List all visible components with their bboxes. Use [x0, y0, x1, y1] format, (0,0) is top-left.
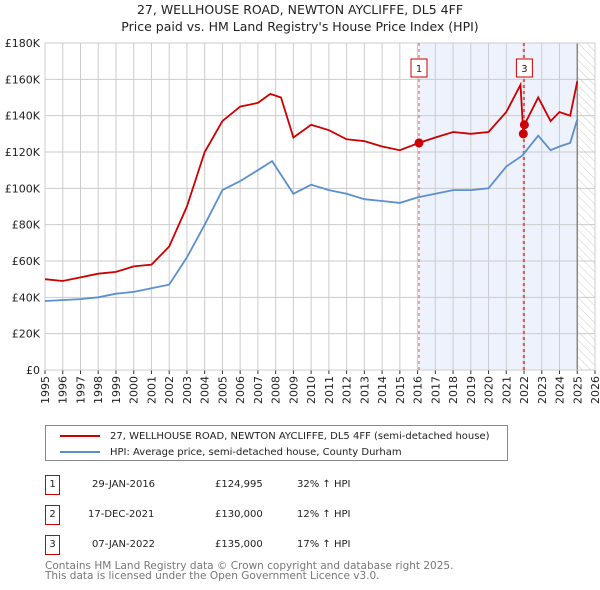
y-tick-label: £0 [26, 364, 40, 377]
sale-price: £135,000 [215, 539, 263, 550]
y-tick-label: £20K [12, 328, 41, 341]
x-tick-label: 2009 [287, 376, 300, 404]
x-tick-label: 1998 [92, 376, 105, 404]
sale-hpi: 12% ↑ HPI [297, 509, 351, 520]
chart-subtitle: Price paid vs. HM Land Registry's House … [121, 19, 479, 34]
x-tick-label: 2015 [394, 376, 407, 404]
sale-row: 3 07-JAN-2022 £135,000 17% ↑ HPI [45, 535, 545, 555]
footer-line: Contains HM Land Registry data © Crown c… [45, 560, 454, 572]
x-tick-label: 2024 [554, 376, 567, 404]
x-tick-label: 2021 [500, 376, 513, 404]
y-tick-label: £140K [5, 110, 41, 123]
sale-price: £130,000 [215, 509, 263, 520]
price-chart: 1995 1996 1997 1998 1999 2000 2001 2002 2003 2004… [5, 37, 600, 404]
sale-label: 3 [521, 64, 527, 75]
y-tick-label: £60K [12, 255, 41, 268]
sale-badge: 2 [45, 505, 60, 525]
x-tick-label: 2004 [199, 376, 212, 404]
forecast-hatch [577, 43, 595, 370]
sale-date: 29-JAN-2016 [92, 479, 156, 490]
x-tick-label: 2017 [429, 376, 442, 404]
x-tick-label: 2026 [589, 376, 600, 404]
x-tick-label: 2005 [216, 376, 229, 404]
footer-line: This data is licensed under the Open Gov… [45, 570, 380, 582]
sale-badge: 1 [45, 475, 60, 495]
x-tick-label: 2000 [128, 376, 141, 404]
chart-title: 27, WELLHOUSE ROAD, NEWTON AYCLIFFE, DL5… [136, 2, 464, 17]
sale-label: 1 [416, 64, 422, 75]
x-tick-label: 2022 [518, 376, 531, 404]
y-tick-label: £180K [5, 37, 41, 50]
x-tick-label: 2013 [358, 376, 371, 404]
sale-badge: 3 [45, 535, 60, 555]
x-tick-label: 2025 [571, 376, 584, 404]
sale-point [414, 138, 424, 148]
sale-row: 1 29-JAN-2016 £124,995 32% ↑ HPI [45, 475, 545, 495]
sale-date: 07-JAN-2022 [92, 539, 156, 550]
x-tick-label: 2006 [234, 376, 247, 404]
x-tick-label: 2023 [536, 376, 549, 404]
y-tick-label: £160K [5, 73, 41, 86]
x-tick-label: 2007 [252, 376, 265, 404]
x-tick-label: 1999 [110, 376, 123, 404]
x-tick-label: 2003 [181, 376, 194, 404]
y-tick-label: £120K [5, 146, 41, 159]
sale-price: £124,995 [215, 479, 263, 490]
legend: 27, WELLHOUSE ROAD, NEWTON AYCLIFFE, DL5… [45, 425, 508, 461]
y-tick-label: £40K [12, 291, 41, 304]
y-tick-label: £80K [12, 219, 41, 232]
sale-hpi: 32% ↑ HPI [297, 479, 351, 490]
sale-point [518, 129, 528, 139]
legend-label: HPI: Average price, semi-detached house,… [110, 446, 402, 458]
plot-border [44, 42, 596, 371]
x-tick-label: 2008 [270, 376, 283, 404]
x-tick-label: 1995 [39, 376, 52, 404]
x-tick-label: 2018 [447, 376, 460, 404]
x-tick-label: 2002 [163, 376, 176, 404]
x-tick-label: 2012 [341, 376, 354, 404]
legend-item-property: 27, WELLHOUSE ROAD, NEWTON AYCLIFFE, DL5… [60, 429, 490, 443]
x-tick-label: 1996 [57, 376, 70, 404]
x-tick-label: 2014 [376, 376, 389, 404]
legend-swatch [60, 451, 100, 453]
x-tick-label: 2001 [145, 376, 158, 404]
legend-label: 27, WELLHOUSE ROAD, NEWTON AYCLIFFE, DL5… [110, 430, 490, 442]
legend-item-hpi: HPI: Average price, semi-detached house,… [60, 445, 402, 459]
x-tick-label: 2011 [323, 376, 336, 404]
y-tick-label: £100K [5, 182, 41, 195]
legend-swatch [60, 435, 100, 437]
sale-point [519, 120, 529, 130]
shaded-region [419, 43, 578, 370]
x-tick-label: 2020 [483, 376, 496, 404]
x-tick-label: 2016 [412, 376, 425, 404]
x-tick-label: 2019 [465, 376, 478, 404]
sale-row: 2 17-DEC-2021 £130,000 12% ↑ HPI [45, 505, 545, 525]
footer: Contains HM Land Registry data © Crown c… [45, 560, 454, 582]
sale-label-box [410, 58, 428, 78]
sale-hpi: 17% ↑ HPI [297, 539, 351, 550]
sale-date: 17-DEC-2021 [88, 509, 155, 520]
hpi-line [44, 119, 579, 302]
sale-label-box [515, 58, 533, 78]
x-tick-label: 2010 [305, 376, 318, 404]
x-tick-label: 1997 [74, 376, 87, 404]
